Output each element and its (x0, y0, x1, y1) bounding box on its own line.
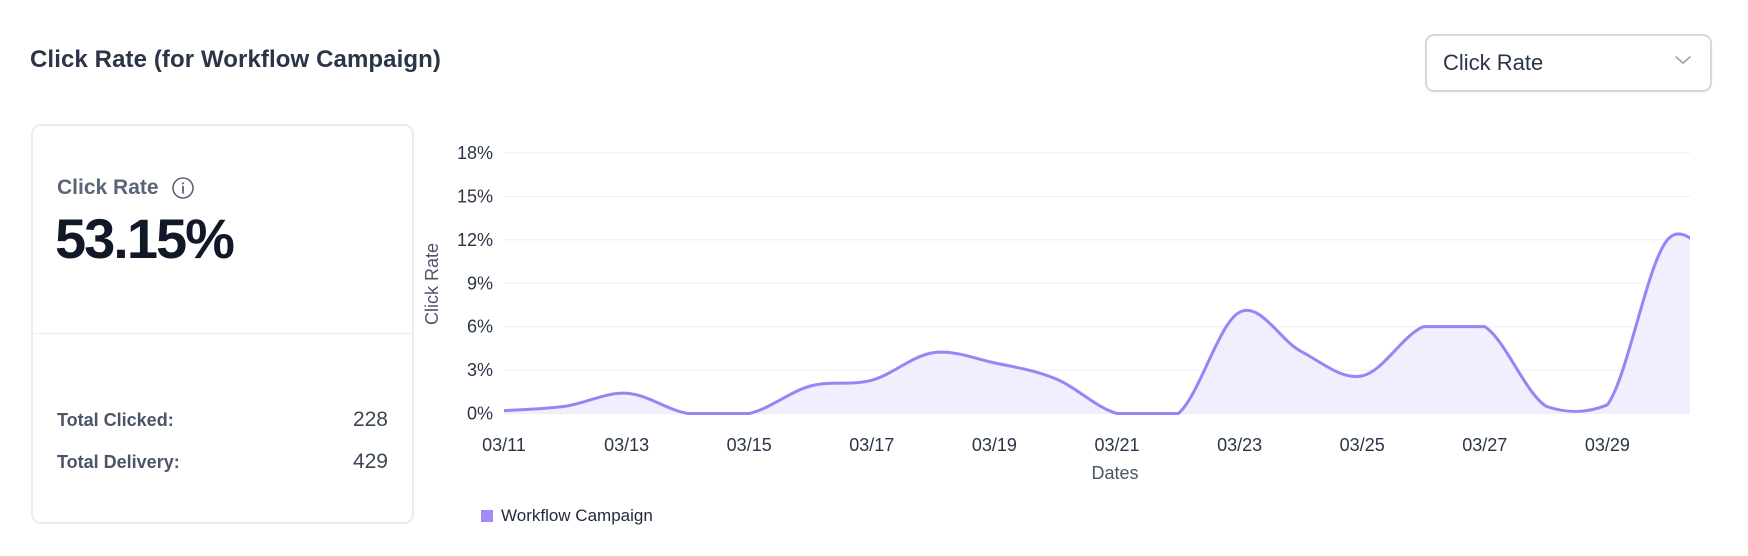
stat-label: Click Rate (57, 176, 159, 199)
chart-canvas: 0%3%6%9%12%15%18% 03/11 03/13 03/15 03/17 03… (422, 143, 1730, 483)
x-axis-ticks: 03/11 03/13 03/15 03/17 03/19 03/21 03/23 03/25… (482, 435, 1630, 455)
stat-row-label: Total Clicked: (57, 409, 174, 430)
x-tick-label: 03/13 (604, 435, 649, 455)
click-rate-chart: 0% 3% 6% 9% 12% 15% 18% 03/11 03/13 03/15 03/17 03… (420, 120, 1748, 556)
y-tick-label: 12% (457, 230, 493, 250)
series-line[interactable] (504, 232, 1730, 415)
stat-row-value: 228 (352, 408, 388, 431)
stat-value: 53.15% (55, 207, 235, 270)
x-tick-label: 03/15 (727, 435, 772, 455)
stat-card: Click Rate 53.15% Total Clicked: 228 Tot… (31, 124, 414, 524)
chevron-down-icon (1675, 56, 1691, 64)
stat-row-total-delivery: Total Delivery: 429 (57, 450, 388, 474)
x-tick-label: 03/19 (972, 435, 1017, 455)
legend-label: Workflow Campaign (501, 506, 653, 525)
stat-header: Click Rate (57, 176, 195, 200)
y-axis-ticks: 0% 3% 6% 9% 12% 15% 18% (457, 143, 493, 424)
x-tick-label: 03/27 (1462, 435, 1507, 455)
x-tick-label: 03/23 (1217, 435, 1262, 455)
y-tick-label: 15% (457, 186, 493, 206)
series-area (504, 234, 1690, 414)
x-tick-label: 03/25 (1340, 435, 1385, 455)
stat-row-label: Total Delivery: (57, 451, 180, 472)
legend-swatch (481, 510, 493, 522)
x-tick-label: 03/11 (482, 435, 526, 455)
stat-row-value: 429 (352, 450, 388, 473)
chart-legend-item[interactable]: Workflow Campaign (481, 506, 653, 526)
x-tick-label: 03/29 (1585, 435, 1630, 455)
y-tick-label: 0% (467, 404, 493, 424)
metric-select-value: Click Rate (1443, 50, 1544, 75)
y-tick-label: 3% (467, 360, 493, 380)
stat-row-total-clicked: Total Clicked: 228 (57, 408, 388, 432)
info-icon[interactable] (171, 176, 195, 200)
x-tick-label: 03/17 (849, 435, 894, 455)
y-tick-label: 6% (467, 317, 493, 337)
y-tick-label: 18% (457, 143, 493, 163)
x-axis-title: Dates (1091, 463, 1138, 483)
card-divider (33, 333, 412, 334)
x-tick-label: 03/21 (1094, 435, 1139, 455)
metric-select-dropdown[interactable]: Click Rate (1425, 34, 1712, 92)
y-tick-label: 9% (467, 273, 493, 293)
page-title: Click Rate (for Workflow Campaign) (30, 46, 442, 73)
y-axis-title: Click Rate (422, 243, 442, 325)
